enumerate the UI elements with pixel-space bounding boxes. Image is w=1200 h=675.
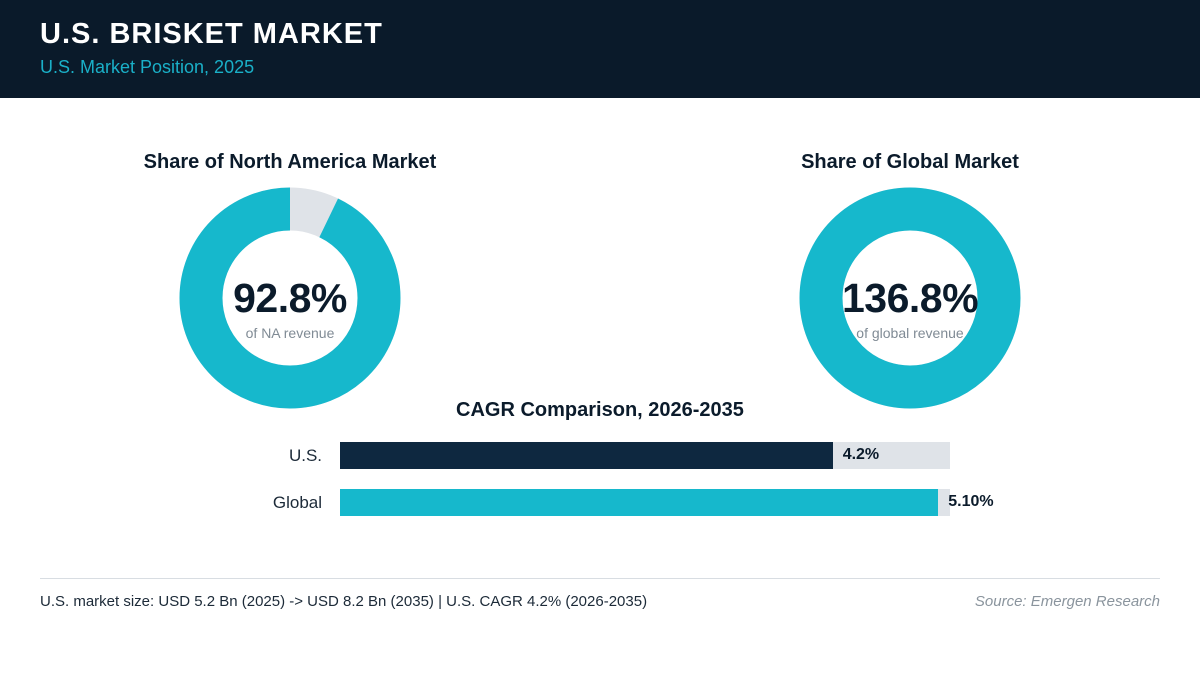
na-share-caption: of NA revenue [245,325,335,341]
donut-value-slice [799,187,1021,409]
na-share-donut [179,187,401,409]
header-bar: U.S. BRISKET MARKET U.S. Market Position… [0,0,1200,98]
footer-source: Source: Emergen Research [974,593,1160,610]
global-share-donut [799,187,1021,409]
bar-track-global: 5.10% [340,489,994,516]
donut-value-slice [179,187,401,409]
bar-label-us: U.S. [288,446,322,465]
cagr-chart-title: CAGR Comparison, 2026-2035 [456,399,744,421]
na-share-title: Share of North America Market [143,151,437,173]
footer-divider [40,578,1160,579]
bar-us [340,442,833,469]
global-share-caption: of global revenue [856,325,964,341]
bar-label-global: Global [272,493,322,512]
bar-value-us: 4.2% [842,446,880,463]
page-subtitle: U.S. Market Position, 2025 [40,57,255,77]
bar-track-us: 4.2% [340,442,950,469]
bar-value-global: 5.10% [948,493,994,510]
global-share-value: 136.8% [841,275,979,321]
footer-note: U.S. market size: USD 5.2 Bn (2025) -> U… [40,593,648,610]
bar-global [340,489,939,516]
page-title: U.S. BRISKET MARKET [40,18,383,50]
global-share-title: Share of Global Market [801,151,1019,173]
na-share-value: 92.8% [233,275,347,321]
